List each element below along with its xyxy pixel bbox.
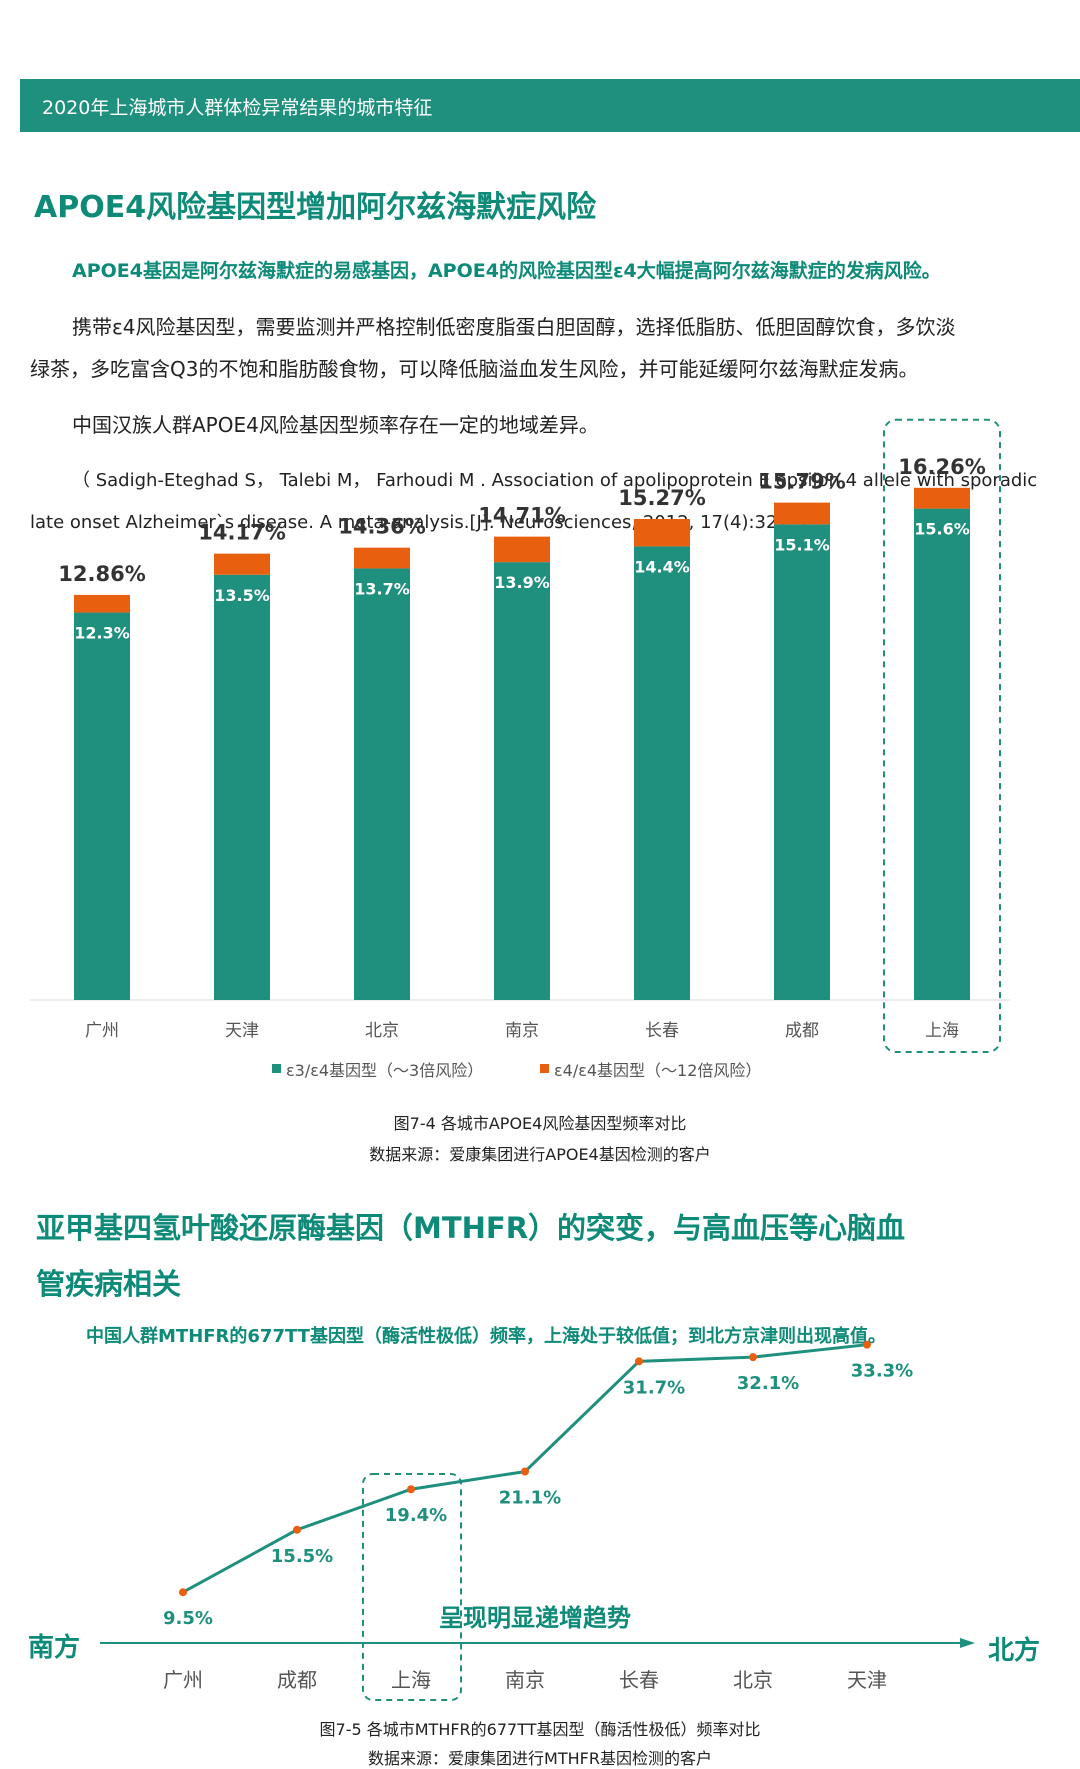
bar-e3e4 [494,562,550,1000]
data-label: 19.4% [385,1505,447,1526]
data-label: 9.5% [163,1608,213,1629]
bar-e3e4 [774,524,830,1000]
data-point [863,1340,871,1349]
data-label: 21.1% [499,1488,561,1509]
x-tick-label: 长春 [619,1668,659,1692]
highlight-box [362,1473,462,1701]
bar-inner-label: 13.5% [214,586,270,605]
bar-e4e4 [774,502,830,525]
data-label: 33.3% [851,1361,913,1382]
legend-swatch-e4e4 [540,1064,549,1073]
header-title: 2020年上海城市人群体检异常结果的城市特征 [42,97,433,119]
reference-line: （ Sadigh-Eteghad S， Talebi M， Farhoudi M… [72,470,1038,491]
x-tick-label: 成都 [785,1021,819,1041]
reference-citation: （ Sadigh-Eteghad S， Talebi M， Farhoudi M… [30,460,1065,544]
bar-total-label: 14.36% [338,515,425,539]
header-bar: 2020年上海城市人群体检异常结果的城市特征 [20,79,1080,132]
x-tick-label: 成都 [277,1668,317,1692]
data-point [179,1588,187,1597]
x-tick-label: 北京 [365,1021,399,1041]
apoe4-bar-chart: 12.3% 12.86% 广州 13.5% 14.17% 天津 13.7% 14.36% 北京 1… [30,418,1010,1080]
x-tick-label: 天津 [225,1021,259,1041]
section2-lead: 中国人群MTHFR的677TT基因型（酶活性极低）频率，上海处于较低值；到北方京… [86,1326,886,1347]
bar-e3e4 [914,508,970,1000]
figure-7-4-caption: 图7-4 各城市APOE4风险基因型频率对比 [393,1114,687,1133]
bar-inner-label: 12.3% [74,624,130,643]
bar-total-label: 16.26% [898,455,985,479]
section1-paragraph: 携带ε4风险基因型，需要监测并严格控制低密度脂蛋白胆固醇，选择低脂肪、低胆固醇饮… [30,306,1065,390]
section2-heading-line: 亚甲基四氢叶酸还原酶基因（MTHFR）的突变，与高血压等心脑血 [36,1211,906,1245]
bar-e4e4 [634,518,690,547]
bar-inner-label: 15.6% [914,520,970,539]
bar-e4e4 [354,547,410,569]
figure-7-4-source: 数据来源：爱康集团进行APOE4基因检测的客户 [369,1145,711,1164]
legend-label-e3e4: ε3/ε4基因型（～3倍风险） [286,1061,483,1080]
mthfr-line-chart: 南方 北方 呈现明显递增趋势 9.5% 广州 15.5% 成都 19.4% 上海 21.1% 南京 3… [28,1340,1040,1701]
section1-paragraph-2: 中国汉族人群APOE4风险基因型频率存在一定的地域差异。 [30,404,1065,446]
highlight-box [883,418,1001,1053]
axis-arrow-icon [960,1638,975,1648]
reference-line: late onset Alzheimer`s disease. A meta-a… [30,512,819,533]
south-label: 南方 [28,1632,80,1663]
north-label: 北方 [988,1635,1040,1666]
bar-inner-label: 13.9% [494,573,550,592]
x-tick-label: 上海 [391,1668,431,1692]
bar-total-label: 15.27% [618,486,705,510]
data-point [521,1467,529,1476]
paragraph-line: 携带ε4风险基因型，需要监测并严格控制低密度脂蛋白胆固醇，选择低脂肪、低胆固醇饮… [72,315,956,339]
bar-total-label: 15.79% [758,470,845,494]
bar-inner-label: 14.4% [634,557,690,576]
data-point [407,1485,415,1494]
x-tick-label: 广州 [163,1668,203,1692]
data-point [635,1357,643,1366]
x-tick-label: 上海 [925,1021,959,1041]
x-tick-label: 北京 [733,1668,773,1692]
data-label: 15.5% [271,1546,333,1567]
bar-total-label: 14.17% [198,521,285,545]
figure-7-5-caption: 图7-5 各城市MTHFR的677TT基因型（酶活性极低）频率对比 [319,1720,761,1739]
paragraph-line: 中国汉族人群APOE4风险基因型频率存在一定的地域差异。 [72,413,599,437]
bar-total-label: 14.71% [478,504,565,528]
section2-heading: 亚甲基四氢叶酸还原酶基因（MTHFR）的突变，与高血压等心脑血 管疾病相关 [36,1200,1036,1312]
section2-heading-line: 管疾病相关 [36,1267,182,1301]
bar-e3e4 [74,612,130,1000]
bar-e4e4 [214,553,270,575]
data-point [749,1353,757,1362]
bar-e3e4 [634,546,690,1000]
data-point [293,1525,301,1534]
bar-e3e4 [354,568,410,1000]
legend-swatch-e3e4 [272,1064,281,1073]
x-tick-label: 南京 [505,1021,539,1041]
bar-e3e4 [214,574,270,1000]
section1-lead: APOE4基因是阿尔兹海默症的易感基因，APOE4的风险基因型ε4大幅提高阿尔兹… [72,260,941,282]
x-tick-label: 长春 [645,1021,679,1041]
trend-annotation: 呈现明显递增趋势 [439,1604,631,1632]
legend-label-e4e4: ε4/ε4基因型（～12倍风险） [554,1061,761,1080]
bar-e4e4 [74,594,130,613]
bar-inner-label: 13.7% [354,579,410,598]
bar-e4e4 [494,536,550,563]
x-tick-label: 天津 [847,1668,887,1692]
bar-e4e4 [914,487,970,509]
x-tick-label: 南京 [505,1668,545,1692]
data-label: 31.7% [623,1377,685,1398]
section1-heading: APOE4风险基因型增加阿尔兹海默症风险 [34,190,597,225]
figure-7-5-source: 数据来源：爱康集团进行MTHFR基因检测的客户 [368,1749,712,1768]
x-tick-label: 广州 [85,1021,119,1041]
bar-inner-label: 15.1% [774,535,830,554]
data-label: 32.1% [737,1373,799,1394]
bar-total-label: 12.86% [58,562,145,586]
paragraph-line: 绿茶，多吃富含Q3的不饱和脂肪酸食物，可以降低脑溢血发生风险，并可能延缓阿尔兹海… [30,357,919,381]
